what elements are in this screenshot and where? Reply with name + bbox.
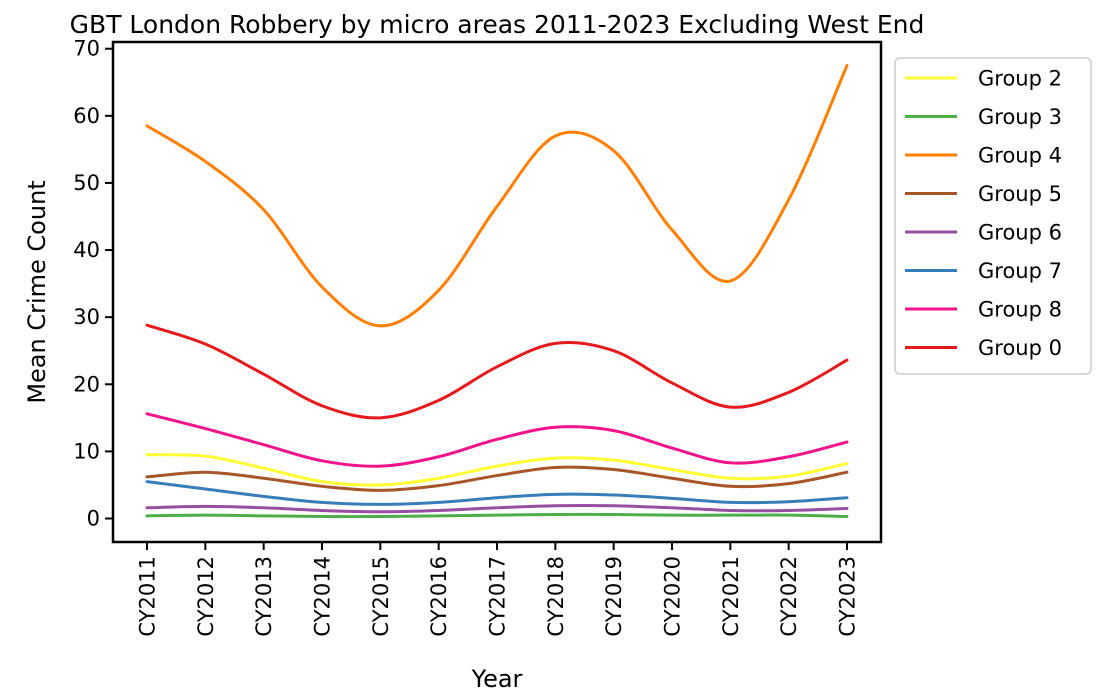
y-axis-label: Mean Crime Count bbox=[23, 180, 51, 403]
x-tick-label: CY2012 bbox=[194, 556, 218, 637]
legend-label-group-5: Group 5 bbox=[978, 182, 1062, 206]
x-tick-label: CY2015 bbox=[369, 556, 393, 637]
y-tick-label: 60 bbox=[73, 104, 100, 128]
x-tick-label: CY2016 bbox=[427, 556, 451, 637]
legend-label-group-8: Group 8 bbox=[978, 298, 1062, 322]
y-tick-label: 50 bbox=[73, 171, 100, 195]
series-line-group-5 bbox=[145, 465, 849, 492]
series-line-group-6 bbox=[145, 504, 849, 514]
y-tick-label: 40 bbox=[73, 238, 100, 262]
legend-label-group-2: Group 2 bbox=[978, 67, 1062, 91]
legend-label-group-7: Group 7 bbox=[978, 259, 1062, 283]
series-line-group-2 bbox=[145, 453, 849, 487]
x-tick-label: CY2022 bbox=[777, 556, 801, 637]
legend-label-group-3: Group 3 bbox=[978, 105, 1062, 129]
series-layer bbox=[145, 63, 849, 519]
series-line-group-8 bbox=[145, 412, 849, 468]
y-tick-label: 20 bbox=[73, 372, 100, 396]
x-tick-label: CY2017 bbox=[486, 556, 510, 637]
y-tick-label: 10 bbox=[73, 439, 100, 463]
x-tick-label: CY2013 bbox=[252, 556, 276, 637]
x-tick-label: CY2018 bbox=[544, 556, 568, 637]
legend-box bbox=[894, 57, 1092, 375]
chart-title: GBT London Robbery by micro areas 2011-2… bbox=[70, 10, 925, 39]
x-tick-label: CY2021 bbox=[719, 556, 743, 637]
series-line-group-3 bbox=[145, 512, 849, 519]
y-tick-label: 30 bbox=[73, 305, 100, 329]
x-axis-label: Year bbox=[471, 665, 523, 693]
legend: Group 2 Group 3 Group 4 Group 5 Group 6 Group… bbox=[894, 57, 1092, 375]
legend-label-group-4: Group 4 bbox=[978, 144, 1062, 168]
series-line-group-7 bbox=[145, 480, 849, 506]
y-tick-label: 0 bbox=[87, 507, 100, 531]
x-tick-label: CY2014 bbox=[311, 556, 335, 637]
series-line-group-0 bbox=[145, 323, 849, 420]
legend-label-group-0: Group 0 bbox=[978, 336, 1062, 360]
y-tick-label: 70 bbox=[73, 37, 100, 61]
legend-label-group-6: Group 6 bbox=[978, 221, 1062, 245]
y-axis: 0 10 20 30 40 50 60 70 bbox=[73, 37, 113, 531]
x-tick-label: CY2011 bbox=[136, 556, 160, 637]
x-tick-label: CY2020 bbox=[661, 556, 685, 637]
x-axis: CY2011 CY2012 CY2013 CY2014 CY2015 CY2016 CY20… bbox=[136, 542, 860, 637]
series-line-group-4 bbox=[145, 63, 849, 328]
x-tick-label: CY2019 bbox=[602, 556, 626, 637]
x-tick-label: CY2023 bbox=[836, 556, 860, 637]
